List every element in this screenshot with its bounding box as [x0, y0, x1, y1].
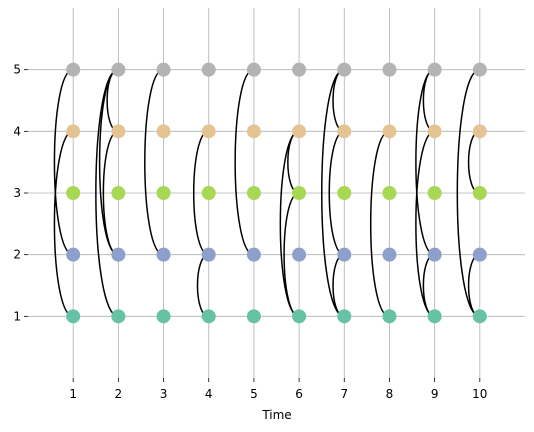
node-marker: [472, 186, 487, 200]
edge-arc: [283, 192, 300, 318]
x-tick-label: 2: [115, 387, 123, 401]
y-tick-label: 3: [13, 186, 21, 200]
edge-arc: [95, 68, 119, 318]
edge-arc: [321, 68, 345, 318]
grid-lines: [28, 8, 525, 378]
x-tick-label: 9: [431, 387, 439, 401]
node-marker: [246, 62, 261, 77]
node-marker: [382, 62, 397, 77]
y-tick-label: 2: [13, 248, 21, 262]
edge-arc: [369, 130, 390, 318]
node-marker: [66, 186, 81, 200]
x-tick-label: 6: [295, 387, 303, 401]
node-marker: [427, 309, 442, 324]
node-marker: [66, 62, 81, 77]
node-marker: [382, 309, 397, 324]
node-marker: [201, 309, 216, 324]
node-marker: [382, 186, 397, 200]
edge-arc: [144, 68, 164, 256]
node-marker: [111, 247, 126, 262]
edge-arc: [456, 68, 481, 318]
edge-arc: [467, 130, 481, 194]
node-marker: [292, 247, 307, 262]
node-marker: [337, 247, 352, 262]
node-marker: [156, 309, 171, 324]
y-tick-label: 1: [13, 309, 21, 323]
x-tick-label: 7: [340, 387, 348, 401]
edge-arc: [102, 130, 119, 256]
x-axis: 1 2 3 4 5 6 7 8 9 10: [69, 378, 487, 401]
node-marker: [292, 124, 307, 139]
node-marker: [292, 186, 307, 200]
x-tick-label: 4: [205, 387, 213, 401]
node-marker: [427, 247, 442, 262]
node-marker: [472, 62, 487, 77]
node-marker: [292, 62, 307, 77]
node-marker: [246, 309, 261, 324]
y-tick-label: 4: [13, 124, 21, 138]
node-marker: [472, 309, 487, 324]
node-marker: [337, 62, 352, 77]
node-marker: [382, 247, 397, 262]
node-marker: [472, 247, 487, 262]
edge-arc: [415, 130, 435, 318]
edge-arc: [328, 130, 345, 256]
node-marker: [66, 309, 81, 324]
x-tick-label: 1: [69, 387, 77, 401]
node-marker: [427, 62, 442, 77]
node-marker: [201, 124, 216, 139]
node-marker: [201, 247, 216, 262]
edge-arc: [193, 130, 209, 256]
node-marker: [246, 247, 261, 262]
edge-arc: [98, 68, 119, 256]
edge-arc: [196, 253, 209, 318]
node-marker: [382, 124, 397, 139]
node-marker: [427, 124, 442, 139]
node-marker: [111, 309, 126, 324]
node-marker: [156, 62, 171, 77]
node-marker: [66, 247, 81, 262]
edge-arc: [53, 130, 74, 318]
x-tick-label: 10: [472, 387, 487, 401]
edge-arc: [234, 68, 255, 256]
edge-arc: [279, 130, 300, 318]
x-tick-label: 3: [160, 387, 168, 401]
node-marker: [201, 186, 216, 200]
y-tick-label: 5: [13, 63, 21, 77]
node-marker: [156, 247, 171, 262]
edge-arc: [53, 68, 74, 256]
node-marker: [246, 124, 261, 139]
x-tick-label: 8: [386, 387, 394, 401]
edge-arc: [415, 68, 435, 256]
node-marker: [292, 309, 307, 324]
node-marker: [111, 124, 126, 139]
node-marker: [111, 62, 126, 77]
node-marker: [156, 186, 171, 200]
y-axis: 1 2 3 4 5: [13, 63, 28, 323]
x-axis-label: Time: [261, 408, 291, 422]
node-marker: [337, 186, 352, 200]
node-marker: [156, 124, 171, 139]
node-marker: [66, 124, 81, 139]
node-marker: [201, 62, 216, 77]
x-tick-label: 5: [250, 387, 258, 401]
node-marker: [472, 124, 487, 139]
node-marker: [427, 186, 442, 200]
node-marker: [111, 186, 126, 200]
node-markers: [66, 62, 487, 324]
node-marker: [246, 186, 261, 200]
node-marker: [337, 309, 352, 324]
node-marker: [337, 124, 352, 139]
